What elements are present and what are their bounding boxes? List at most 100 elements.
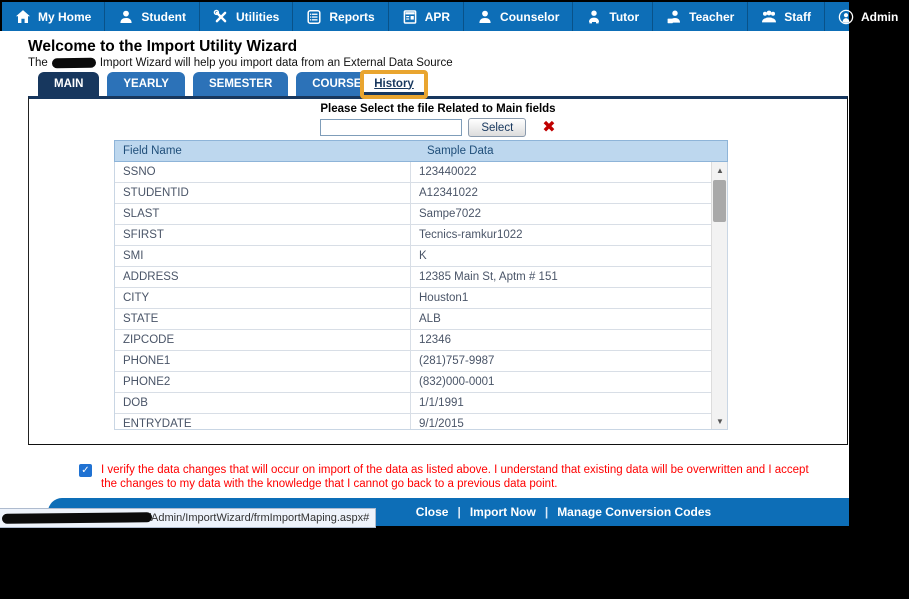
- nav-item-label: My Home: [38, 9, 92, 24]
- verify-warning-text: I verify the data changes that will occu…: [101, 464, 809, 490]
- table-row: CITY Houston1: [115, 288, 713, 309]
- scroll-up-icon[interactable]: ▲: [712, 162, 727, 179]
- reports-icon: [307, 9, 321, 24]
- select-file-button[interactable]: Select: [468, 118, 527, 137]
- field-name-cell: ZIPCODE: [115, 330, 411, 350]
- status-url: /Admin/ImportWizard/frmImportMaping.aspx…: [148, 512, 370, 524]
- nav-item-tutor[interactable]: Tutor: [572, 2, 652, 31]
- nav-item-label: Reports: [329, 9, 375, 24]
- sample-data-cell: Sampe7022: [419, 208, 482, 220]
- file-select-row: Select ✖: [29, 118, 847, 137]
- nav-item-staff[interactable]: Staff: [747, 2, 824, 31]
- close-link[interactable]: Close: [415, 505, 449, 519]
- table-header-row: Field Name Sample Data: [114, 140, 728, 162]
- table-body: SSNO 123440022 STUDENTID A12341022 SLAST Sa…: [114, 162, 728, 430]
- sample-data-cell: 9/1/2015: [419, 418, 464, 430]
- sample-data-cell: (832)000-0001: [419, 376, 495, 388]
- table-row: SSNO 123440022: [115, 162, 713, 183]
- table-row: ADDRESS 12385 Main St, Aptm # 151: [115, 267, 713, 288]
- field-name-cell: STUDENTID: [115, 183, 411, 203]
- redaction-bar: [51, 57, 96, 69]
- nav-item-student[interactable]: Student: [104, 2, 199, 31]
- manage-conversion-codes-link[interactable]: Manage Conversion Codes: [557, 505, 712, 519]
- table-row: STUDENTID A12341022: [115, 183, 713, 204]
- table-row: ZIPCODE 12346: [115, 330, 713, 351]
- sample-data-cell: (281)757-9987: [419, 355, 495, 367]
- field-name-cell: STATE: [115, 309, 411, 329]
- tab-yearly[interactable]: YEARLY: [107, 72, 185, 96]
- page-title: Welcome to the Import Utility Wizard: [28, 38, 298, 55]
- nav-item-label: Admin: [860, 9, 899, 24]
- clear-file-icon[interactable]: ✖: [542, 118, 556, 136]
- field-name-cell: SLAST: [115, 204, 411, 224]
- main-tab-panel: Please Select the file Related to Main f…: [28, 96, 848, 445]
- footer-separator: |: [544, 505, 549, 519]
- nav-item-counselor[interactable]: Counselor: [463, 2, 572, 31]
- nav-item-utilities[interactable]: Utilities: [199, 2, 292, 31]
- table-row: SMI K: [115, 246, 713, 267]
- nav-item-my-home[interactable]: My Home: [2, 2, 104, 31]
- admin-icon: [838, 9, 854, 24]
- file-path-input[interactable]: [320, 119, 463, 136]
- app-window: My Home Student Utilities Reports APR Co…: [0, 0, 898, 528]
- field-name-cell: PHONE2: [115, 372, 411, 392]
- column-header-sample-data: Sample Data: [427, 145, 494, 157]
- table-row: PHONE2 (832)000-0001: [115, 372, 713, 393]
- field-name-cell: ADDRESS: [115, 267, 411, 287]
- nav-item-apr[interactable]: APR: [387, 2, 463, 31]
- sample-data-cell: K: [419, 250, 427, 262]
- field-name-cell: SMI: [115, 246, 411, 266]
- teacher-icon: [667, 10, 681, 23]
- table-row: PHONE1 (281)757-9987: [115, 351, 713, 372]
- sample-data-cell: 1/1/1991: [419, 397, 464, 409]
- history-tab-highlight: History: [360, 70, 428, 99]
- subtitle-prefix: The: [28, 57, 48, 69]
- student-icon: [120, 10, 132, 23]
- import-now-link[interactable]: Import Now: [469, 505, 536, 519]
- footer-separator: |: [457, 505, 461, 519]
- nav-item-label: Counselor: [500, 9, 560, 24]
- nav-item-admin[interactable]: Admin: [823, 2, 909, 31]
- table-row: ENTRYDATE 9/1/2015: [115, 414, 713, 430]
- field-mapping-table: Field Name Sample Data SSNO 123440022 STU…: [114, 140, 728, 430]
- table-row: SLAST Sampe7022: [115, 204, 713, 225]
- table-row: STATE ALB: [115, 309, 713, 330]
- file-select-prompt: Please Select the file Related to Main f…: [320, 103, 556, 115]
- sample-data-cell: Tecnics-ramkur1022: [419, 229, 523, 241]
- nav-item-reports[interactable]: Reports: [292, 2, 387, 31]
- nav-item-label: Staff: [784, 9, 811, 24]
- field-name-cell: PHONE1: [115, 351, 411, 371]
- nav-item-label: APR: [424, 9, 451, 24]
- sample-data-cell: Houston1: [419, 292, 469, 304]
- tab-main[interactable]: MAIN: [38, 72, 100, 96]
- page-subtitle: The Import Wizard will help you import d…: [28, 57, 453, 69]
- tab-semester[interactable]: SEMESTER: [192, 72, 289, 96]
- field-name-cell: SFIRST: [115, 225, 411, 245]
- field-name-cell: CITY: [115, 288, 411, 308]
- table-scrollbar[interactable]: ▲ ▼: [711, 162, 727, 429]
- field-name-cell: ENTRYDATE: [115, 414, 411, 429]
- nav-item-label: Tutor: [609, 9, 640, 24]
- nav-item-label: Teacher: [689, 9, 735, 24]
- sample-data-cell: 12346: [419, 334, 451, 346]
- subtitle-suffix: Import Wizard will help you import data …: [99, 57, 453, 69]
- scroll-down-icon[interactable]: ▼: [712, 413, 727, 429]
- column-header-field-name: Field Name: [123, 145, 182, 157]
- sample-data-cell: A12341022: [419, 187, 478, 199]
- sample-data-cell: ALB: [419, 313, 441, 325]
- nav-item-label: Utilities: [236, 9, 280, 24]
- scrollbar-thumb[interactable]: [713, 180, 726, 222]
- table-row: SFIRST Tecnics-ramkur1022: [115, 225, 713, 246]
- verify-row: ✓ I verify the data changes that will oc…: [79, 463, 809, 491]
- staff-icon: [762, 10, 777, 22]
- verify-checkbox[interactable]: ✓: [79, 464, 92, 477]
- tab-history[interactable]: History: [374, 77, 414, 90]
- table-row: DOB 1/1/1991: [115, 393, 713, 414]
- sample-data-cell: 123440022: [419, 166, 477, 178]
- nav-item-teacher[interactable]: Teacher: [652, 2, 747, 31]
- field-name-cell: SSNO: [115, 162, 411, 182]
- sample-data-cell: 12385 Main St, Aptm # 151: [419, 271, 558, 283]
- home-icon: [16, 9, 30, 23]
- utilities-icon: [213, 9, 227, 22]
- tutor-icon: [589, 10, 600, 23]
